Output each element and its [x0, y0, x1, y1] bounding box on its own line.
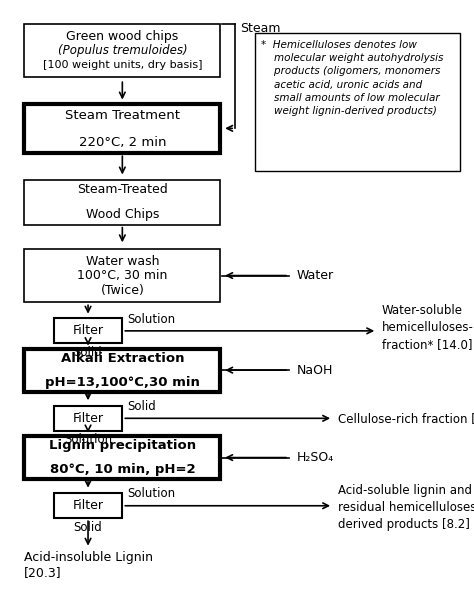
Bar	[54, 406, 122, 431]
Bar	[24, 249, 220, 303]
Text: Steam Treatment: Steam Treatment	[65, 109, 180, 121]
Bar	[255, 33, 460, 171]
Text: Water: Water	[297, 269, 334, 282]
Text: (Populus tremuloides): (Populus tremuloides)	[57, 44, 187, 57]
Bar	[24, 436, 220, 479]
Text: Filter: Filter	[73, 325, 103, 337]
Text: Solution: Solution	[127, 312, 175, 326]
Text: Steam-Treated: Steam-Treated	[77, 184, 168, 196]
Text: *  Hemicelluloses denotes low
    molecular weight autohydrolysis
    products (: * Hemicelluloses denotes low molecular w…	[261, 40, 443, 116]
Text: Water wash: Water wash	[86, 254, 159, 268]
Text: 100°C, 30 min: 100°C, 30 min	[77, 269, 167, 282]
Bar	[24, 24, 220, 77]
Text: Filter: Filter	[73, 412, 103, 425]
Text: Solid: Solid	[73, 521, 102, 534]
Text: Filter: Filter	[73, 499, 103, 512]
Text: Solution: Solution	[127, 487, 175, 500]
Text: Lignin precipitation: Lignin precipitation	[49, 439, 196, 452]
Text: pH=13,100°C,30 min: pH=13,100°C,30 min	[45, 376, 200, 389]
Text: Steam: Steam	[240, 22, 281, 35]
Text: [20.3]: [20.3]	[24, 566, 62, 579]
Text: Green wood chips: Green wood chips	[66, 30, 179, 43]
Text: NaOH: NaOH	[297, 364, 333, 376]
Text: [100 weight units, dry basis]: [100 weight units, dry basis]	[43, 60, 202, 70]
Text: Acid-insoluble Lignin: Acid-insoluble Lignin	[24, 551, 154, 564]
Text: Solid: Solid	[127, 400, 156, 413]
Bar	[54, 318, 122, 343]
Text: 220°C, 2 min: 220°C, 2 min	[79, 136, 166, 149]
Text: Wood Chips: Wood Chips	[86, 209, 159, 221]
Text: Solution: Solution	[64, 434, 112, 447]
Text: 80°C, 10 min, pH=2: 80°C, 10 min, pH=2	[49, 463, 195, 476]
Text: H₂SO₄: H₂SO₄	[297, 451, 334, 464]
Bar	[24, 349, 220, 392]
Bar	[54, 493, 122, 518]
Text: Water-soluble
hemicelluloses-rich
fraction* [14.0]: Water-soluble hemicelluloses-rich fracti…	[382, 304, 474, 351]
Text: Solid: Solid	[73, 346, 102, 359]
Text: Alkali Extraction: Alkali Extraction	[61, 351, 184, 365]
Bar	[24, 180, 220, 224]
Text: (Twice): (Twice)	[100, 284, 144, 296]
Text: Cellulose-rich fraction [57.5]: Cellulose-rich fraction [57.5]	[338, 412, 474, 425]
Text: Acid-soluble lignin and
residual hemicelluloses-
derived products [8.2]: Acid-soluble lignin and residual hemicel…	[338, 484, 474, 531]
Bar	[24, 104, 220, 153]
